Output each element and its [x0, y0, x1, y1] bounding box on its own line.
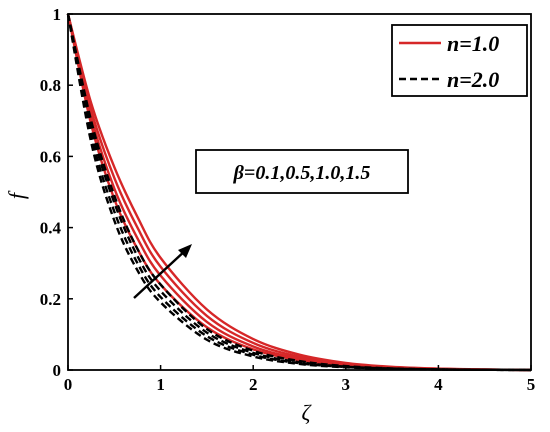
x-tick-label: 3 [342, 375, 351, 394]
legend-label-n2: n=2.0 [447, 67, 499, 92]
plot-frame [67, 13, 532, 371]
legend-label-n1: n=1.0 [447, 31, 499, 56]
annotation-text: β=0.1,0.5,1.0,1.5 [233, 162, 371, 184]
x-tick-label: 2 [249, 375, 258, 394]
x-tick-label: 4 [434, 375, 443, 394]
legend: n=1.0 n=2.0 [391, 24, 528, 97]
annotation-box [195, 149, 409, 194]
x-axis-label: ζ [302, 400, 313, 425]
y-tick-label: 1 [53, 5, 62, 24]
x-tick-label: 0 [64, 375, 73, 394]
x-tick-label: 1 [156, 375, 165, 394]
y-tick-label: 0.8 [40, 76, 61, 95]
trend-arrow [133, 244, 192, 299]
legend-box [391, 24, 528, 97]
y-axis-label: f [4, 190, 29, 199]
y-tick-label: 0.2 [40, 290, 61, 309]
ticks-layer: 0 1 2 3 4 5 0 0.2 0.4 0.6 0.8 1 [40, 5, 536, 394]
x-tick-label: 5 [527, 375, 536, 394]
y-tick-label: 0.4 [40, 219, 62, 238]
series-line-n2-beta-1.5 [66, 13, 532, 372]
beta-annotation: β=0.1,0.5,1.0,1.5 [195, 149, 409, 194]
y-tick-label: 0 [53, 361, 62, 380]
y-tick-label: 0.6 [40, 147, 61, 166]
